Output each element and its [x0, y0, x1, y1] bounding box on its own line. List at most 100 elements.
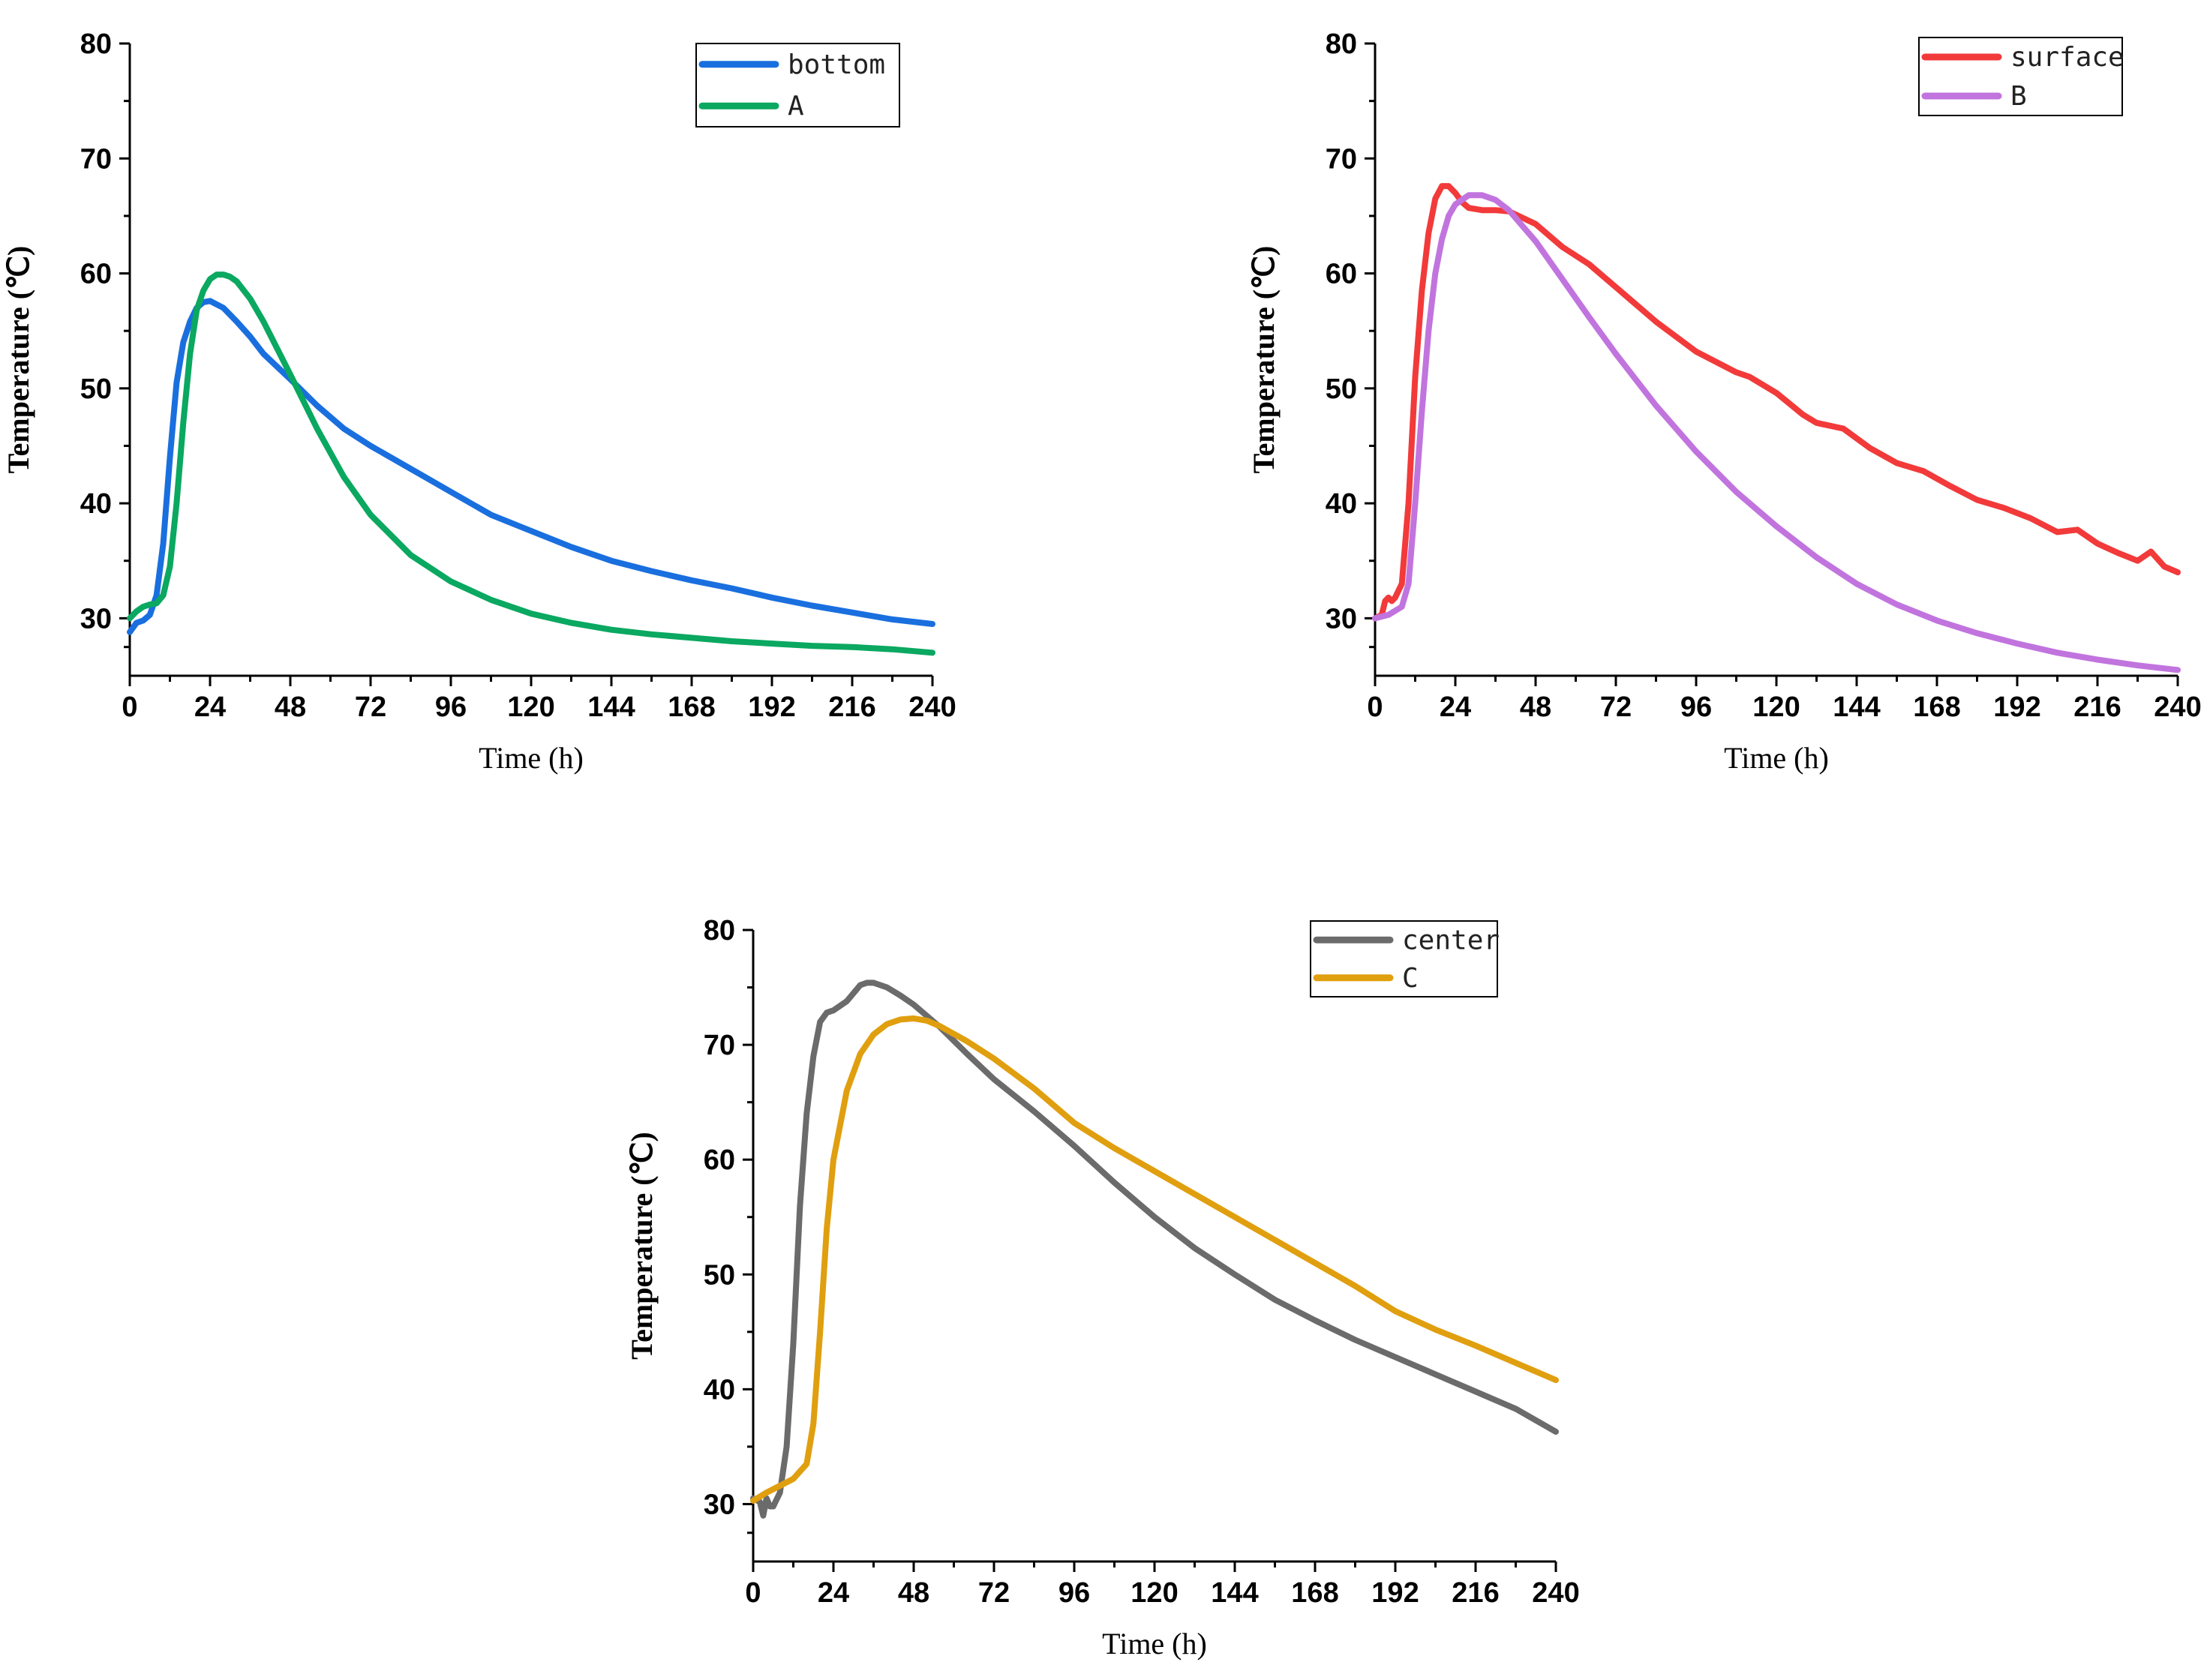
data-point	[991, 1056, 997, 1061]
data-point	[1272, 1237, 1278, 1243]
data-point	[689, 578, 695, 584]
y-tick-label: 30	[80, 603, 112, 634]
data-point	[154, 592, 160, 598]
x-tick-label: 192	[1993, 692, 2040, 723]
data-point	[649, 632, 654, 638]
data-point	[154, 600, 160, 606]
data-point	[1854, 580, 1860, 586]
data-point	[750, 1498, 756, 1504]
data-point	[797, 1202, 803, 1208]
data-point	[1560, 244, 1566, 250]
data-point	[608, 627, 614, 633]
y-axis-title: Temperature (℃)	[1247, 246, 1281, 474]
x-tick-label: 240	[2154, 692, 2201, 723]
x-tick-label: 144	[1211, 1577, 1258, 1609]
data-point	[844, 998, 850, 1004]
data-point	[1406, 500, 1412, 506]
data-point	[314, 403, 320, 409]
data-point	[1560, 276, 1566, 282]
data-point	[287, 371, 293, 377]
y-tick-label: 30	[704, 1489, 735, 1520]
data-point	[1773, 390, 1779, 396]
data-point	[1746, 374, 1752, 380]
data-point	[1406, 580, 1412, 586]
data-point	[938, 1024, 944, 1030]
data-point	[964, 1051, 970, 1057]
data-point	[689, 634, 695, 640]
data-point	[1392, 1308, 1398, 1314]
x-tick-label: 192	[1371, 1577, 1419, 1609]
y-tick-label: 60	[1326, 259, 1357, 290]
data-point	[649, 568, 654, 574]
data-point	[864, 980, 870, 986]
data-point	[851, 990, 857, 996]
data-point	[760, 1513, 766, 1519]
data-point	[2055, 650, 2060, 656]
data-point	[1382, 598, 1388, 604]
chart-panel-1: 0 24 48 72 96 120 144 168 192 216 240 30 40 50 60 70 80 T…	[2, 28, 956, 775]
data-point	[1533, 238, 1539, 244]
data-point	[1653, 319, 1659, 325]
data-point	[173, 380, 179, 386]
data-point	[214, 272, 220, 278]
data-point	[964, 1039, 970, 1044]
x-tick-label: 168	[668, 692, 715, 723]
legend: center C	[1310, 920, 1500, 998]
x-tick-label: 240	[1532, 1577, 1579, 1609]
data-point	[368, 512, 374, 518]
data-point	[1894, 460, 1899, 466]
y-tick-label: 40	[80, 488, 112, 520]
data-point	[1272, 1297, 1278, 1303]
x-tick-label: 72	[355, 692, 386, 723]
data-point	[248, 334, 253, 340]
x-tick-label: 0	[745, 1577, 761, 1609]
data-point	[1232, 1271, 1238, 1277]
data-point	[1800, 412, 1806, 418]
data-point	[929, 650, 935, 656]
data-point	[140, 617, 146, 623]
data-point	[1814, 554, 1819, 560]
data-point	[1031, 1108, 1037, 1114]
data-point	[1452, 202, 1458, 208]
y-tick-label: 70	[704, 1030, 735, 1061]
data-point	[791, 1340, 796, 1346]
legend-label: C	[1402, 963, 1419, 994]
data-point	[194, 308, 200, 314]
x-tick-label: 168	[1291, 1577, 1338, 1609]
data-point	[147, 602, 153, 608]
data-point	[234, 278, 240, 284]
data-point	[809, 643, 815, 649]
data-point	[871, 980, 876, 986]
data-point	[784, 1444, 790, 1450]
data-point	[1506, 207, 1512, 213]
data-point	[2135, 662, 2140, 668]
data-point	[1413, 500, 1418, 506]
data-point	[341, 474, 347, 480]
data-point	[809, 603, 815, 608]
data-point	[817, 1019, 823, 1024]
data-point	[341, 426, 347, 431]
y-tick-label: 60	[80, 259, 112, 290]
data-point	[1372, 615, 1378, 621]
data-point	[1419, 288, 1425, 293]
data-point	[769, 640, 775, 646]
data-point	[2148, 549, 2154, 554]
x-tick-label: 48	[275, 692, 306, 723]
data-point	[1840, 426, 1846, 431]
data-point	[857, 982, 863, 988]
data-point	[1312, 1318, 1318, 1323]
data-point	[234, 319, 240, 325]
data-point	[1466, 192, 1472, 198]
data-point	[830, 1156, 836, 1162]
y-tick-label: 70	[1326, 143, 1357, 175]
data-point	[1934, 617, 1940, 623]
data-point	[2014, 640, 2020, 646]
series-line-center	[750, 980, 1559, 1519]
legend-label: bottom	[788, 50, 885, 80]
data-point	[161, 541, 167, 547]
data-point	[1439, 236, 1445, 242]
data-point	[1974, 497, 1980, 502]
x-axis-title: Time (h)	[1724, 741, 1829, 775]
x-axis-title: Time (h)	[479, 741, 584, 775]
legend: bottom A	[695, 43, 900, 128]
